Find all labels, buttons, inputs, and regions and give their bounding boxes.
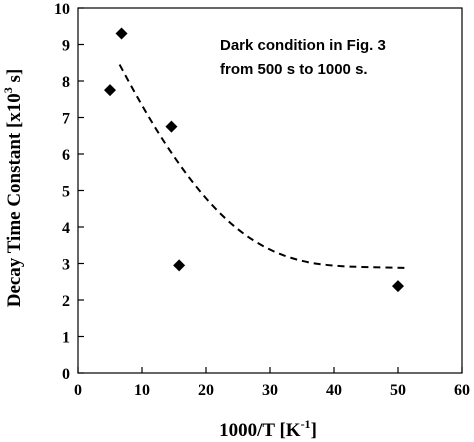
x-tick-label: 60 [454, 382, 470, 399]
annotation-line-1: Dark condition in Fig. 3 [220, 37, 386, 54]
x-tick-label: 10 [134, 382, 150, 399]
y-tick-label: 8 [62, 74, 70, 91]
x-tick-label: 0 [74, 382, 82, 399]
y-tick-label: 1 [62, 330, 70, 347]
y-tick-label: 6 [62, 147, 70, 164]
y-tick-label: 9 [62, 38, 70, 55]
data-points [104, 27, 404, 293]
y-tick-label: 10 [54, 1, 70, 18]
x-tick-label: 40 [326, 382, 342, 399]
y-tick-label: 2 [62, 293, 70, 310]
x-tick-label: 30 [262, 382, 278, 399]
y-tick-label: 4 [62, 220, 70, 237]
data-point [173, 259, 186, 272]
y-tick-label: 3 [62, 257, 70, 274]
y-axis-ticks: 0 1 2 3 4 5 6 7 8 9 10 [54, 1, 84, 383]
y-tick-label: 5 [62, 184, 70, 201]
y-tick-label: 0 [62, 366, 70, 383]
data-point [165, 120, 178, 133]
y-tick-label: 7 [62, 111, 70, 128]
trend-line [118, 64, 405, 269]
x-axis-ticks: 0 10 20 30 40 50 60 [74, 367, 470, 399]
y-axis-label: Decay Time Constant [x103 s] [1, 69, 25, 308]
x-tick-label: 20 [198, 382, 214, 399]
x-axis-label: 1000/T [K-1] [219, 417, 317, 441]
annotation-line-2: from 500 s to 1000 s. [220, 61, 368, 78]
data-point [104, 84, 116, 97]
data-point [392, 280, 404, 293]
data-point [115, 27, 128, 40]
x-tick-label: 50 [390, 382, 406, 399]
